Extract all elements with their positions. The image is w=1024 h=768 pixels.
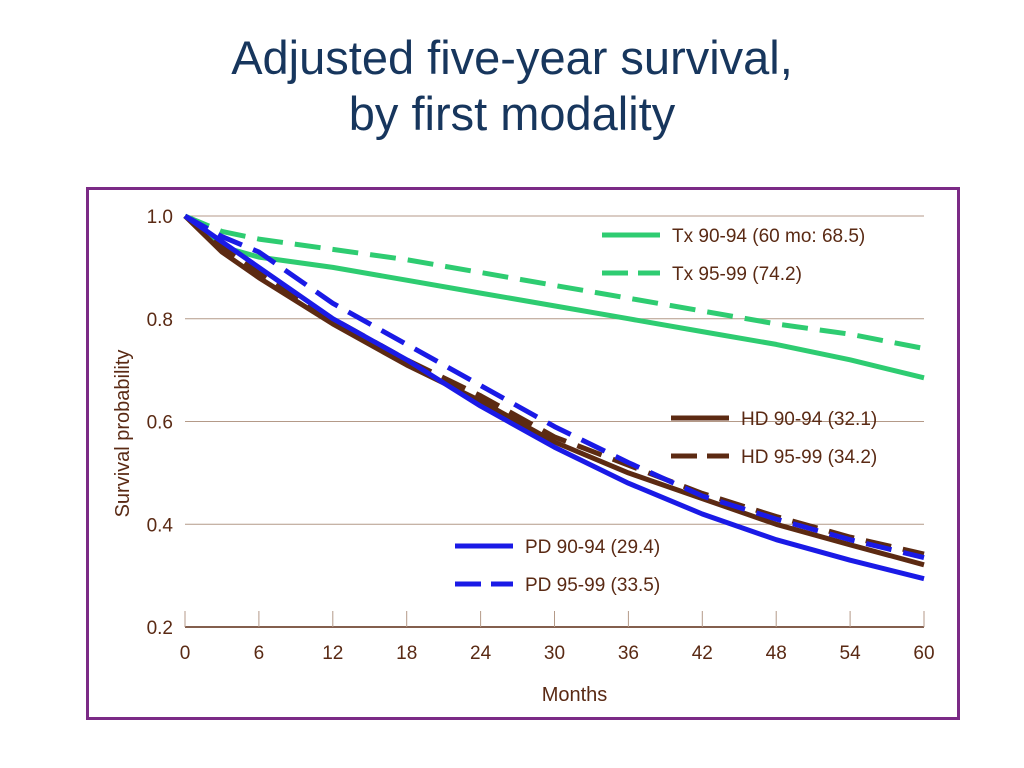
x-tick-label: 42 xyxy=(692,643,713,664)
x-tick-label: 60 xyxy=(913,643,934,664)
y-tick-label: 0.6 xyxy=(147,413,173,434)
page-title: Adjusted five-year survival, by first mo… xyxy=(0,30,1024,142)
y-tick-label: 1.0 xyxy=(147,207,173,228)
series-line-hd-dashed xyxy=(183,214,925,557)
legend-label: HD 95-99 (34.2) xyxy=(741,447,877,468)
x-tick-label: 12 xyxy=(322,643,343,664)
x-tick-label: 18 xyxy=(396,643,417,664)
x-tick-label: 30 xyxy=(544,643,565,664)
y-tick-label: 0.2 xyxy=(147,618,173,639)
legend-label: HD 90-94 (32.1) xyxy=(741,409,877,430)
x-tick-label: 48 xyxy=(766,643,787,664)
x-tick-label: 24 xyxy=(470,643,492,664)
legend-label: Tx 95-99 (74.2) xyxy=(672,264,802,285)
x-tick-label: 0 xyxy=(180,643,191,664)
x-tick-label: 36 xyxy=(618,643,639,664)
series-line-pd-dashed xyxy=(183,213,925,561)
survival-chart: 0.2 0.4 0.6 0.8 1.0 0 6 12 18 24 30 36 42 48 54 60 Month… xyxy=(112,207,935,706)
y-tick-label: 0.8 xyxy=(147,310,173,331)
y-tick-label: 0.4 xyxy=(147,515,174,536)
title-line-1: Adjusted five-year survival, xyxy=(231,31,793,84)
legend-label: PD 90-94 (29.4) xyxy=(525,537,660,558)
chart-frame: 0.2 0.4 0.6 0.8 1.0 0 6 12 18 24 30 36 42 48 54 60 Month… xyxy=(86,187,960,720)
x-tick-label: 54 xyxy=(840,643,862,664)
series-line-tx-dashed xyxy=(184,213,925,351)
series-line-hd-solid xyxy=(183,214,925,568)
series-line-tx-solid xyxy=(183,214,925,381)
legend-label: Tx 90-94 (60 mo: 68.5) xyxy=(672,226,865,247)
y-axis-label: Survival probability xyxy=(112,350,134,518)
legend-label: PD 95-99 (33.5) xyxy=(525,575,660,596)
x-tick-label: 6 xyxy=(254,643,265,664)
x-axis-label: Months xyxy=(542,684,608,706)
title-line-2: by first modality xyxy=(348,87,676,140)
series-line-pd-solid xyxy=(183,213,925,582)
